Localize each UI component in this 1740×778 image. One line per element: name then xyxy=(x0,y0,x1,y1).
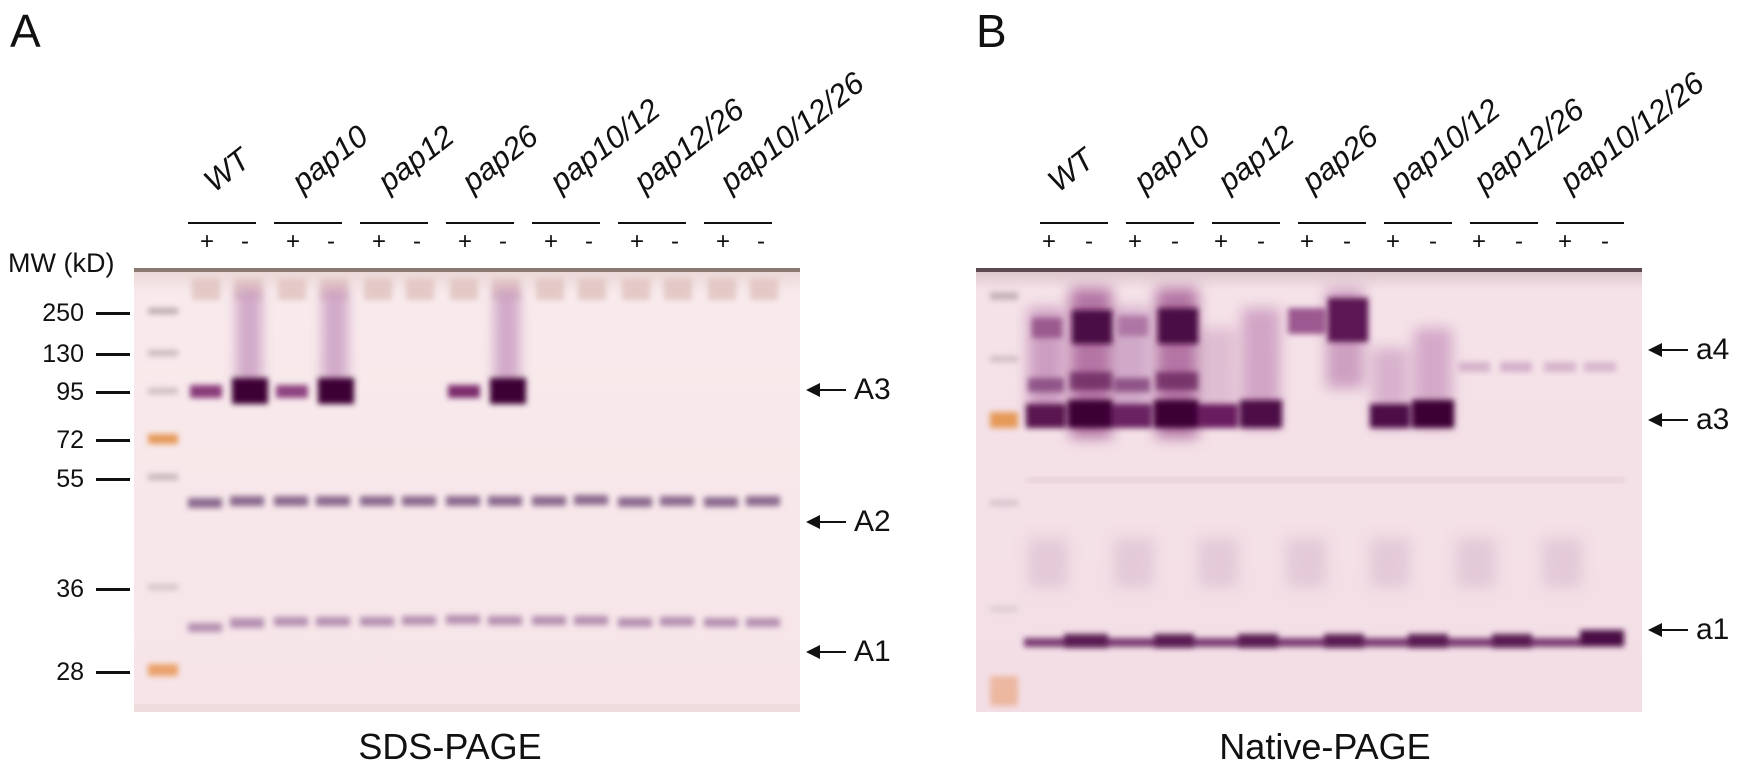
arrow-line xyxy=(1660,349,1688,351)
lane-group-bar xyxy=(1126,222,1194,224)
lane-label-pap10-b: pap10 xyxy=(1127,118,1217,199)
lane-group-bar xyxy=(618,222,686,224)
lane-sign-plus: + xyxy=(199,228,214,255)
mw-tick-55 xyxy=(96,478,130,481)
lane-group-bar xyxy=(1298,222,1366,224)
lane-label-pap26-b: pap26 xyxy=(1295,118,1385,199)
mw-marker-36: 36 xyxy=(56,575,84,603)
mw-marker-55: 55 xyxy=(56,465,84,493)
lane-sign-plus: + xyxy=(1557,228,1572,255)
mw-marker-130: 130 xyxy=(42,340,84,368)
panel-a-letter: A xyxy=(10,5,41,57)
lane-group-bar xyxy=(360,222,428,224)
lane-sign-plus: + xyxy=(1041,228,1056,255)
arrow-a2 xyxy=(806,515,820,529)
lane-label-pap12-b: pap12 xyxy=(1211,118,1301,199)
band-label-a2: A2 xyxy=(854,505,891,538)
native-page-gel-image xyxy=(976,268,1642,712)
band-label-a1-native: a1 xyxy=(1696,613,1730,646)
mw-axis-title: MW (kD) xyxy=(8,248,115,278)
arrow-a3-native xyxy=(1648,413,1662,427)
lane-sign-plus: + xyxy=(1127,228,1142,255)
lane-group-bar xyxy=(274,222,342,224)
mw-tick-36 xyxy=(96,588,130,591)
lane-sign-minus: - xyxy=(241,228,249,255)
lane-label-wt-a: WT xyxy=(197,141,257,199)
lane-group-bar xyxy=(1384,222,1452,224)
lane-sign-minus: - xyxy=(1257,228,1265,255)
lane-sign-minus: - xyxy=(671,228,679,255)
lane-sign-minus: - xyxy=(413,228,421,255)
mw-tick-130 xyxy=(96,353,130,356)
lane-group-bar xyxy=(704,222,772,224)
lane-sign-plus: + xyxy=(1471,228,1486,255)
lane-sign-plus: + xyxy=(457,228,472,255)
lane-sign-minus: - xyxy=(1171,228,1179,255)
mw-marker-28: 28 xyxy=(56,658,84,686)
lane-label-pap10-a: pap10 xyxy=(285,118,375,199)
caption-native-page: Native-PAGE xyxy=(1219,726,1431,767)
band-label-a1: A1 xyxy=(854,635,891,668)
lane-group-bar xyxy=(188,222,256,224)
lane-sign-minus: - xyxy=(1515,228,1523,255)
arrow-a1 xyxy=(806,645,820,659)
lane-sign-plus: + xyxy=(715,228,730,255)
lane-sign-minus: - xyxy=(1343,228,1351,255)
arrow-line xyxy=(1660,419,1688,421)
mw-tick-95 xyxy=(96,391,130,394)
lane-sign-minus: - xyxy=(1085,228,1093,255)
caption-sds-page: SDS-PAGE xyxy=(358,726,542,767)
lane-sign-plus: + xyxy=(543,228,558,255)
lane-sign-minus: - xyxy=(1429,228,1437,255)
lane-sign-plus: + xyxy=(285,228,300,255)
mw-tick-72 xyxy=(96,439,130,442)
lane-group-bar xyxy=(1556,222,1624,224)
lane-group-bar xyxy=(1040,222,1108,224)
arrow-a4-native xyxy=(1648,343,1662,357)
lane-sign-plus: + xyxy=(1213,228,1228,255)
arrow-a1-native xyxy=(1648,623,1662,637)
mw-tick-28 xyxy=(96,671,130,674)
lane-sign-minus: - xyxy=(585,228,593,255)
lane-group-bar xyxy=(1212,222,1280,224)
lane-label-pap10-12-26-b: pap10/12/26 xyxy=(1553,65,1711,199)
lane-sign-plus: + xyxy=(371,228,386,255)
lane-sign-plus: + xyxy=(629,228,644,255)
band-label-a4-native: a4 xyxy=(1696,333,1730,366)
arrow-line xyxy=(1660,629,1688,631)
mw-marker-95: 95 xyxy=(56,378,84,406)
arrow-a3 xyxy=(806,383,820,397)
lane-label-pap10-12-26-a: pap10/12/26 xyxy=(713,65,871,199)
lane-label-pap26-a: pap26 xyxy=(455,118,545,199)
lane-sign-minus: - xyxy=(757,228,765,255)
lane-group-bar xyxy=(1470,222,1538,224)
lane-label-wt-b: WT xyxy=(1041,141,1101,199)
mw-tick-250 xyxy=(96,312,130,315)
arrow-line xyxy=(818,521,846,523)
panel-b-letter: B xyxy=(976,5,1007,57)
band-label-a3-native: a3 xyxy=(1696,403,1730,436)
band-label-a3: A3 xyxy=(854,373,891,406)
lane-group-bar xyxy=(532,222,600,224)
sds-page-gel-image xyxy=(134,268,800,712)
lane-group-bar xyxy=(446,222,514,224)
lane-sign-plus: + xyxy=(1385,228,1400,255)
mw-marker-72: 72 xyxy=(56,426,84,454)
lane-sign-minus: - xyxy=(499,228,507,255)
lane-sign-minus: - xyxy=(1601,228,1609,255)
lane-sign-minus: - xyxy=(327,228,335,255)
arrow-line xyxy=(818,651,846,653)
mw-marker-250: 250 xyxy=(42,299,84,327)
arrow-line xyxy=(818,389,846,391)
lane-label-pap12-a: pap12 xyxy=(371,118,461,199)
lane-sign-plus: + xyxy=(1299,228,1314,255)
